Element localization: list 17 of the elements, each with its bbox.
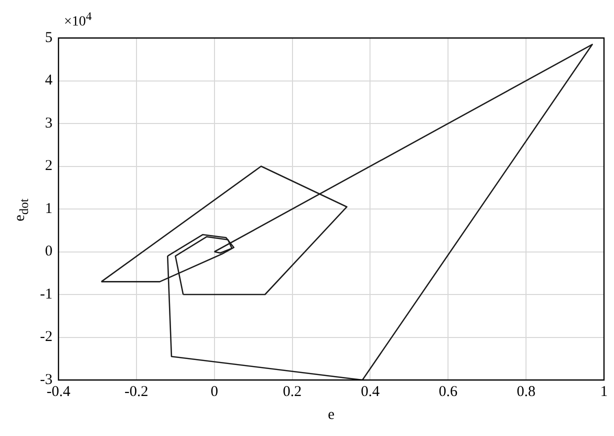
y-tick-label: 4 — [44, 72, 53, 89]
x-tick-label: 0.2 — [282, 384, 302, 400]
y-tick-label: -1 — [40, 286, 52, 302]
y-tick-label: 0 — [44, 244, 52, 260]
x-tick-label: 0.6 — [438, 384, 458, 400]
x-tick-label: 0.4 — [360, 384, 380, 400]
x-tick-label: 0 — [210, 384, 218, 400]
y-tick-label: 1 — [44, 200, 52, 217]
text: ×10$^{4}$ — [64, 10, 92, 31]
y-tick-label: 5 — [44, 30, 52, 46]
x-tick-label: -0.2 — [124, 384, 148, 400]
x-tick-label: 1 — [600, 384, 608, 400]
y-tick-label: 2 — [44, 158, 52, 174]
y-tick-label: 3 — [44, 115, 52, 132]
x-axis-title: e — [328, 406, 335, 423]
x-tick-label: 0.8 — [516, 384, 536, 400]
y-tick-label: -2 — [40, 329, 52, 346]
